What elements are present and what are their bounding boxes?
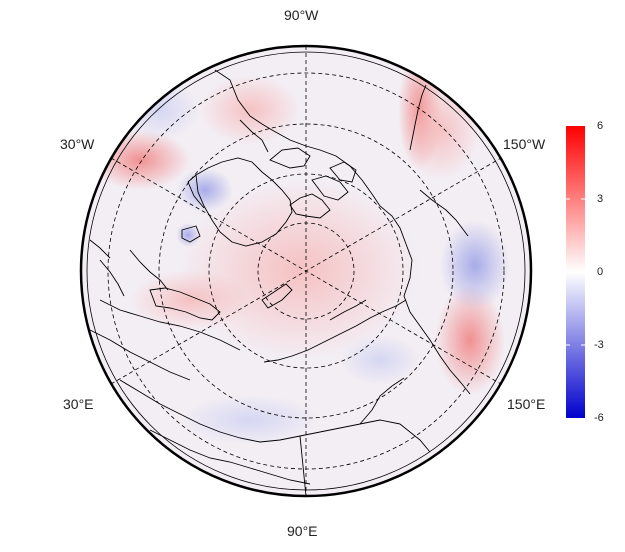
lon-label-lower-right: 150°E bbox=[507, 396, 546, 412]
coastlines bbox=[89, 69, 471, 496]
map-boundary-ring bbox=[79, 44, 533, 498]
anomaly-field bbox=[81, 46, 531, 496]
colorbar-ticks bbox=[566, 198, 585, 346]
map-inner-ring bbox=[86, 51, 526, 491]
lon-label-bottom: 90°E bbox=[287, 523, 318, 539]
lon-label-lower-left: 30°E bbox=[63, 396, 94, 412]
colorbar-gradient bbox=[566, 126, 585, 418]
colorbar-tick-label: 0 bbox=[597, 266, 604, 278]
colorbar-tick-label: 6 bbox=[597, 120, 604, 132]
lon-label-upper-left: 30°W bbox=[60, 136, 95, 152]
lon-label-upper-right: 150°W bbox=[503, 136, 546, 152]
colorbar-tick-label: -3 bbox=[594, 339, 604, 351]
colorbar-tick-label: 3 bbox=[597, 193, 604, 205]
colorbar-tick-label: -6 bbox=[594, 412, 604, 424]
lon-label-top: 90°W bbox=[284, 7, 319, 23]
graticule bbox=[107, 46, 505, 496]
latitude-circle-60 bbox=[158, 123, 454, 419]
meridian-30e-150w bbox=[110, 157, 502, 385]
